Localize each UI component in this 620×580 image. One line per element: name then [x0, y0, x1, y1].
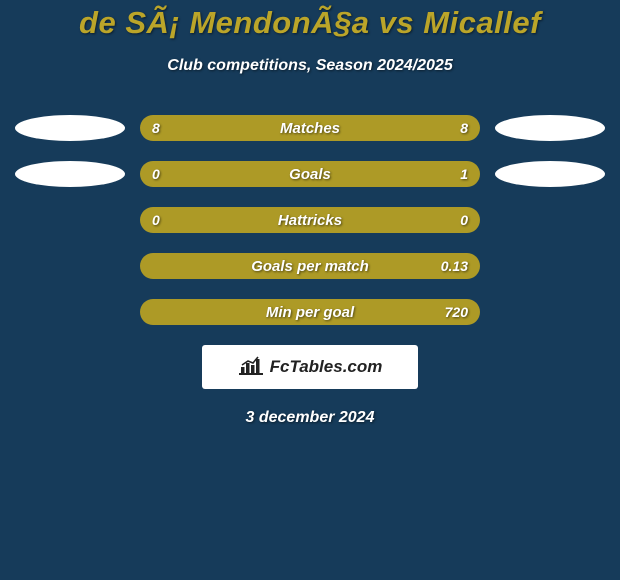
club-ellipse-right	[495, 115, 605, 141]
attribution-badge: FcTables.com	[202, 345, 418, 389]
stat-value-right: 720	[445, 299, 468, 325]
stat-bar-track: Hattricks0 0	[140, 207, 480, 233]
stat-value-right: 8	[460, 115, 468, 141]
stat-row: Matches8 8	[10, 115, 610, 141]
stat-value-right: 0.13	[441, 253, 468, 279]
date-text: 3 december 2024	[0, 409, 620, 427]
stat-bar-track: Min per goal720	[140, 299, 480, 325]
stat-value-right: 0	[460, 207, 468, 233]
stat-row: Hattricks0 0	[10, 207, 610, 233]
stat-row: Goals per match0.13	[10, 253, 610, 279]
stat-value-left: 8	[152, 115, 160, 141]
club-ellipse-left	[15, 161, 125, 187]
club-ellipse-left	[15, 115, 125, 141]
stat-label: Goals	[140, 161, 480, 187]
stat-bar-track: Goals per match0.13	[140, 253, 480, 279]
stat-bar-track: Matches8 8	[140, 115, 480, 141]
stat-rows: Matches88Goals01Hattricks00Goals per mat…	[0, 115, 620, 325]
stat-value-left: 0	[152, 207, 160, 233]
page-subtitle: Club competitions, Season 2024/2025	[0, 57, 620, 75]
stat-label: Goals per match	[140, 253, 480, 279]
stat-value-right: 1	[460, 161, 468, 187]
stat-row: Goals0 1	[10, 161, 610, 187]
page-title: de SÃ¡ MendonÃ§a vs Micallef	[0, 5, 620, 41]
stat-value-left: 0	[152, 161, 160, 187]
attribution-text: FcTables.com	[270, 357, 383, 377]
stat-label: Matches	[140, 115, 480, 141]
barchart-icon	[238, 355, 264, 380]
stat-row: Min per goal720	[10, 299, 610, 325]
stat-label: Min per goal	[140, 299, 480, 325]
content-wrap: de SÃ¡ MendonÃ§a vs Micallef Club compet…	[0, 0, 620, 427]
club-ellipse-right	[495, 161, 605, 187]
stat-bar-track: Goals0 1	[140, 161, 480, 187]
stat-label: Hattricks	[140, 207, 480, 233]
